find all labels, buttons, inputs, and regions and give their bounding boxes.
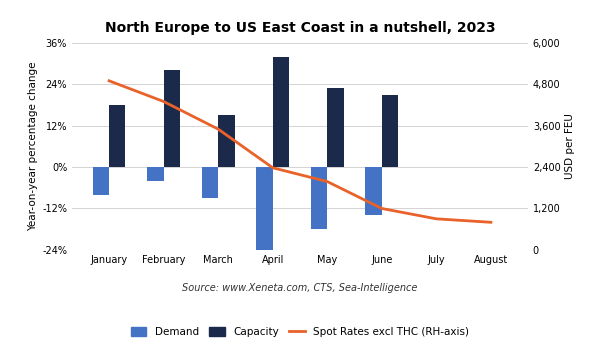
Spot Rates excl THC (RH-axis) bbox=[106, 79, 113, 83]
Bar bbox=[93, 167, 109, 195]
Bar bbox=[327, 88, 344, 167]
Title: North Europe to US East Coast in a nutshell, 2023: North Europe to US East Coast in a nutsh… bbox=[104, 21, 496, 35]
Spot Rates excl THC (RH-axis) bbox=[487, 220, 494, 225]
Bar bbox=[109, 105, 125, 167]
Line: Spot Rates excl THC (RH-axis): Spot Rates excl THC (RH-axis) bbox=[109, 81, 491, 222]
Y-axis label: Year-on-year percentage change: Year-on-year percentage change bbox=[28, 62, 38, 231]
Bar bbox=[164, 70, 180, 167]
Bar bbox=[218, 115, 235, 167]
Bar bbox=[202, 167, 218, 198]
Bar bbox=[147, 167, 164, 181]
Bar bbox=[382, 95, 398, 167]
Spot Rates excl THC (RH-axis) bbox=[269, 166, 277, 170]
Text: Source: www.Xeneta.com, CTS, Sea-Intelligence: Source: www.Xeneta.com, CTS, Sea-Intelli… bbox=[182, 283, 418, 293]
Bar bbox=[311, 167, 327, 229]
Spot Rates excl THC (RH-axis) bbox=[433, 217, 440, 221]
Spot Rates excl THC (RH-axis) bbox=[323, 180, 331, 184]
Spot Rates excl THC (RH-axis) bbox=[160, 99, 167, 104]
Spot Rates excl THC (RH-axis) bbox=[215, 127, 222, 131]
Bar bbox=[256, 167, 273, 253]
Legend: Demand, Capacity, Spot Rates excl THC (RH-axis): Demand, Capacity, Spot Rates excl THC (R… bbox=[127, 323, 473, 341]
Bar bbox=[365, 167, 382, 215]
Bar bbox=[273, 57, 289, 167]
Spot Rates excl THC (RH-axis) bbox=[378, 206, 385, 211]
Y-axis label: USD per FEU: USD per FEU bbox=[565, 114, 575, 179]
